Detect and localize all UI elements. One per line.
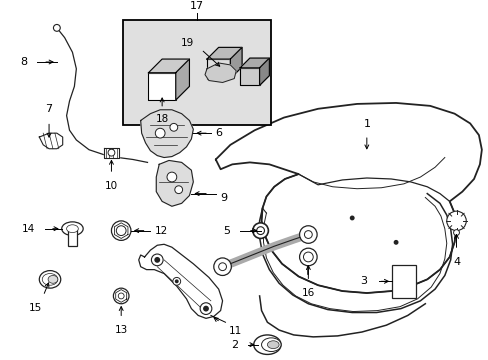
Text: 16: 16 <box>301 288 314 298</box>
Text: 3: 3 <box>359 276 366 286</box>
Circle shape <box>170 123 177 131</box>
Text: 14: 14 <box>22 224 35 234</box>
Text: 10: 10 <box>104 181 118 191</box>
Circle shape <box>174 186 182 194</box>
Ellipse shape <box>253 335 281 355</box>
Text: 17: 17 <box>190 1 204 11</box>
Circle shape <box>218 263 226 271</box>
Polygon shape <box>206 59 230 78</box>
Polygon shape <box>204 63 236 82</box>
Text: 8: 8 <box>20 57 27 67</box>
Text: 15: 15 <box>29 303 42 313</box>
Circle shape <box>108 149 115 156</box>
Circle shape <box>151 254 163 266</box>
Circle shape <box>113 288 129 304</box>
Ellipse shape <box>261 338 281 351</box>
Polygon shape <box>156 161 193 206</box>
Circle shape <box>111 221 131 240</box>
Circle shape <box>303 252 313 262</box>
Circle shape <box>299 226 317 243</box>
Circle shape <box>53 24 60 31</box>
Polygon shape <box>148 73 175 100</box>
Polygon shape <box>39 133 62 149</box>
Ellipse shape <box>66 225 78 233</box>
Ellipse shape <box>267 341 279 348</box>
Circle shape <box>299 248 317 266</box>
Circle shape <box>446 211 466 231</box>
Text: 19: 19 <box>181 39 194 49</box>
Circle shape <box>203 306 208 311</box>
Polygon shape <box>259 58 269 85</box>
Polygon shape <box>240 68 259 85</box>
Bar <box>67 229 77 246</box>
Polygon shape <box>139 244 222 318</box>
Circle shape <box>393 240 398 245</box>
Polygon shape <box>230 48 242 78</box>
Circle shape <box>172 278 180 285</box>
Polygon shape <box>175 59 189 100</box>
Text: 12: 12 <box>154 226 167 236</box>
Text: 1: 1 <box>363 119 369 129</box>
Circle shape <box>213 258 231 275</box>
Ellipse shape <box>39 271 61 288</box>
Bar <box>391 265 415 298</box>
Text: 5: 5 <box>223 226 230 236</box>
Circle shape <box>167 172 176 182</box>
FancyBboxPatch shape <box>123 20 271 125</box>
Circle shape <box>252 223 268 238</box>
Text: 4: 4 <box>452 257 459 267</box>
Ellipse shape <box>61 222 83 235</box>
Polygon shape <box>206 48 242 59</box>
Text: 2: 2 <box>230 340 238 350</box>
Circle shape <box>304 231 312 238</box>
Text: 13: 13 <box>114 325 127 335</box>
Polygon shape <box>141 110 193 158</box>
Text: 7: 7 <box>45 104 53 114</box>
Circle shape <box>154 257 160 263</box>
Circle shape <box>116 226 126 235</box>
Circle shape <box>453 230 459 235</box>
Circle shape <box>349 216 354 220</box>
Polygon shape <box>103 148 119 158</box>
Polygon shape <box>240 58 269 68</box>
Text: 18: 18 <box>155 114 168 124</box>
Polygon shape <box>148 59 189 73</box>
Ellipse shape <box>48 275 58 283</box>
Circle shape <box>118 293 124 299</box>
Text: 9: 9 <box>220 193 227 203</box>
Circle shape <box>174 279 178 283</box>
Circle shape <box>256 227 264 234</box>
Ellipse shape <box>42 274 58 285</box>
Text: 6: 6 <box>215 128 223 138</box>
Circle shape <box>200 303 211 315</box>
Text: 11: 11 <box>228 326 241 336</box>
Circle shape <box>155 128 165 138</box>
